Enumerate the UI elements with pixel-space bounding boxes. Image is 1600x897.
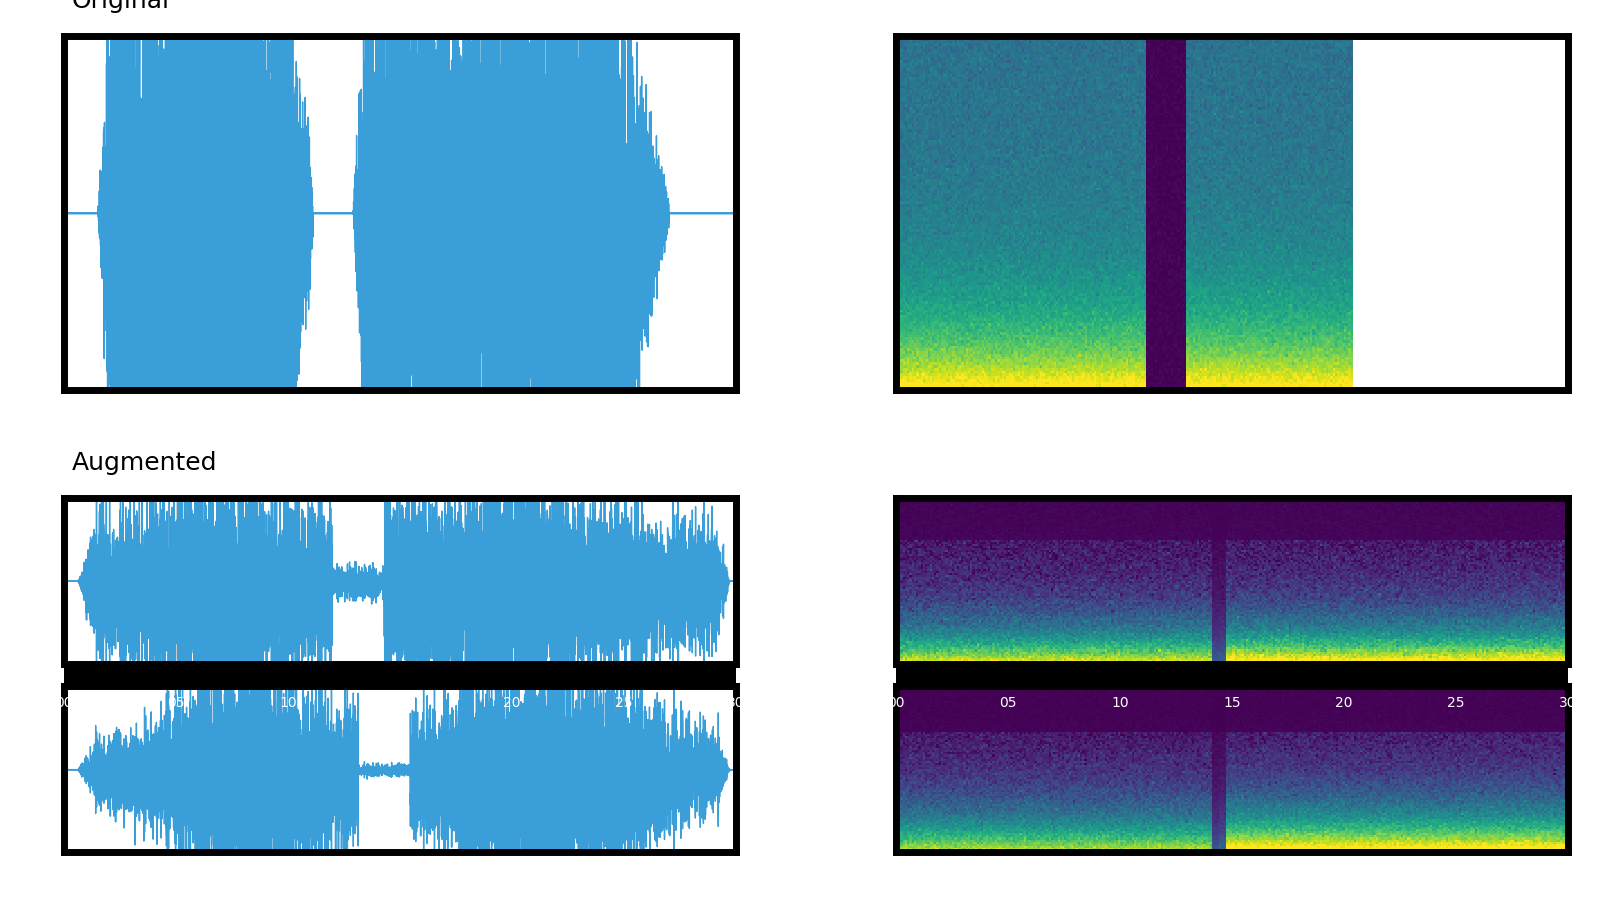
Text: Original: Original	[72, 0, 170, 13]
Text: Augmented: Augmented	[72, 451, 218, 475]
